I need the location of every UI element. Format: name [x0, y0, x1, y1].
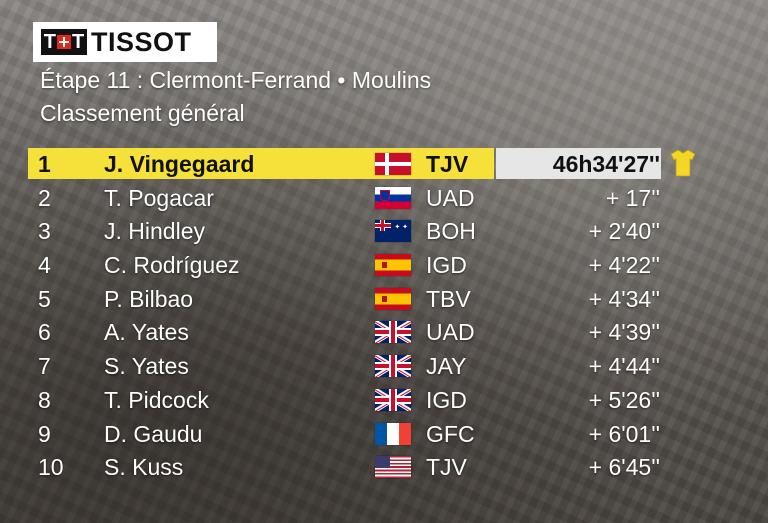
- standings-row-leader: 1 J. Vingegaard TJV 46h34'27'': [28, 146, 700, 180]
- standings-row: 8 T. Pidcock IGD + 5'26'': [28, 382, 700, 416]
- rank: 6: [38, 319, 51, 346]
- rider-name: C. Rodríguez: [104, 252, 240, 279]
- classification-title: Classement général: [40, 100, 245, 126]
- team-code: JAY: [426, 353, 467, 380]
- standings-row: 5 P. Bilbao TBV + 4'34'': [28, 281, 700, 315]
- stage-title: Étape 11 : Clermont-Ferrand • Moulins: [40, 67, 432, 93]
- standings-table: 1 J. Vingegaard TJV 46h34'27'' 2 T. Poga…: [28, 146, 700, 483]
- team-code: TJV: [426, 454, 467, 481]
- gap-time: + 2'40'': [588, 218, 660, 245]
- standings-row: 3 J. Hindley BOH + 2'40'': [28, 213, 700, 247]
- standings-row: 4 C. Rodríguez IGD + 4'22'': [28, 247, 700, 281]
- team-code: UAD: [426, 184, 475, 211]
- standings-row: 10 S. Kuss TJV + 6'45'': [28, 449, 700, 483]
- uk-flag-icon: [375, 355, 411, 378]
- rank: 5: [38, 285, 51, 312]
- uk-flag-icon: [375, 321, 411, 344]
- team-code: TBV: [426, 285, 471, 312]
- gap-time: + 4'44'': [588, 353, 660, 380]
- spain-flag-icon: [375, 287, 411, 310]
- france-flag-icon: [375, 422, 411, 445]
- team-code: UAD: [426, 319, 475, 346]
- rank: 10: [38, 454, 64, 481]
- gap-time: + 6'01'': [588, 420, 660, 447]
- gap-time: + 4'39'': [588, 319, 660, 346]
- team-code: BOH: [426, 218, 476, 245]
- team-code: TJV: [426, 151, 469, 177]
- team-code: IGD: [426, 386, 467, 413]
- rank: 8: [38, 386, 51, 413]
- rider-name: D. Gaudu: [104, 420, 203, 447]
- standings-row: 2 T. Pogacar UAD + 17'': [28, 180, 700, 214]
- gc-time: 46h34'27'': [552, 151, 660, 177]
- australia-flag-icon: [375, 220, 411, 243]
- standings-row: 7 S. Yates JAY + 4'44'': [28, 348, 700, 382]
- rider-name: A. Yates: [104, 319, 189, 346]
- denmark-flag-icon: [375, 153, 411, 175]
- tissot-wordmark: TISSOT: [91, 26, 192, 57]
- rank: 1: [38, 151, 51, 177]
- leader-time-box: [496, 148, 661, 179]
- team-code: IGD: [426, 252, 467, 279]
- gap-time: + 6'45'': [588, 454, 660, 481]
- rider-name: T. Pogacar: [104, 184, 214, 211]
- gap-time: + 4'34'': [588, 285, 660, 312]
- rank: 3: [38, 218, 51, 245]
- leader-band: [28, 148, 494, 179]
- spain-flag-icon: [375, 254, 411, 277]
- gap-time: + 5'26'': [588, 386, 660, 413]
- rank: 9: [38, 420, 51, 447]
- rider-name: T. Pidcock: [104, 386, 209, 413]
- yellow-jersey-icon: [670, 149, 696, 177]
- slovenia-flag-icon: [375, 186, 411, 209]
- rider-name: J. Vingegaard: [104, 151, 255, 177]
- rider-name: S. Yates: [104, 353, 189, 380]
- rider-name: S. Kuss: [104, 454, 184, 481]
- usa-flag-icon: [375, 456, 411, 479]
- team-code: GFC: [426, 420, 475, 447]
- rank: 4: [38, 252, 51, 279]
- gap-time: + 4'22'': [588, 252, 660, 279]
- rider-name: P. Bilbao: [104, 285, 194, 312]
- uk-flag-icon: [375, 388, 411, 411]
- rank: 7: [38, 353, 51, 380]
- gap-time: + 17'': [605, 184, 660, 211]
- rider-name: J. Hindley: [104, 218, 205, 245]
- standings-row: 9 D. Gaudu GFC + 6'01'': [28, 416, 700, 450]
- standings-row: 6 A. Yates UAD + 4'39'': [28, 314, 700, 348]
- rank: 2: [38, 184, 51, 211]
